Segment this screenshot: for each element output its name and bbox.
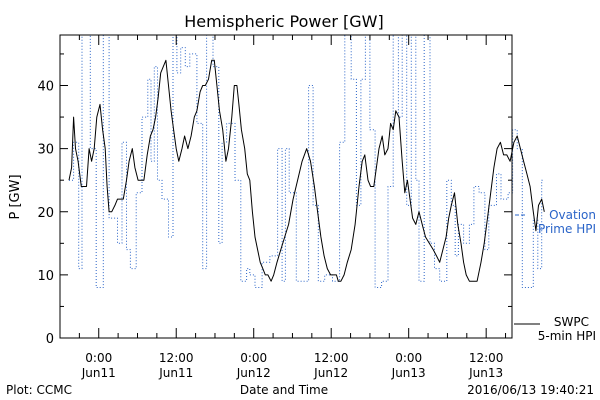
x-tick-date-label: Jun12 (313, 366, 348, 380)
legend-swpc-line2: 5-min HPI (538, 329, 596, 343)
x-tick-date-label: Jun12 (236, 366, 271, 380)
x-tick-time-label: 12:00 (469, 351, 504, 365)
chart-title: Hemispheric Power [GW] (184, 12, 383, 31)
plot-frame (59, 34, 513, 339)
legend-swpc: SWPC 5-min HPI (514, 315, 596, 343)
x-tick-time-label: 12:00 (314, 351, 349, 365)
x-tick-date-label: Jun13 (468, 366, 503, 380)
x-axis-label: Date and Time (240, 383, 328, 397)
series-line-swpc-5-min-hpi (68, 59, 545, 282)
y-tick-label-40: 40 (37, 80, 54, 95)
legend-ovation-line2: Prime HPI (538, 222, 596, 236)
y-tick-label-20: 20 (37, 206, 54, 221)
y-axis-label: P [GW] (8, 174, 23, 219)
x-tick-time-label: 0:00 (395, 351, 422, 365)
plot-area (60, 35, 512, 338)
y-tick-label-30: 30 (37, 143, 54, 158)
plot-timestamp: 2016/06/13 19:40:21 (467, 383, 594, 397)
plot-credit: Plot: CCMC (6, 383, 72, 397)
x-tick-time-label: 0:00 (240, 351, 267, 365)
x-axis: 0:00Jun1112:00Jun110:00Jun1212:00Jun120:… (78, 35, 507, 380)
y-axis: 0 10 20 30 40 (37, 53, 512, 347)
x-tick-date-label: Jun11 (81, 366, 116, 380)
y-tick-label-0: 0 (46, 332, 54, 347)
legend-ovation-line1: Ovation (549, 208, 596, 222)
x-tick-date-label: Jun11 (158, 366, 193, 380)
legend-swpc-line1: SWPC (554, 315, 589, 329)
legend-ovation-prime: Ovation Prime HPI (515, 208, 596, 236)
series-layer (68, 34, 545, 288)
x-tick-time-label: 12:00 (159, 351, 194, 365)
x-tick-date-label: Jun13 (391, 366, 426, 380)
x-tick-time-label: 0:00 (85, 351, 112, 365)
y-tick-label-10: 10 (37, 269, 54, 284)
